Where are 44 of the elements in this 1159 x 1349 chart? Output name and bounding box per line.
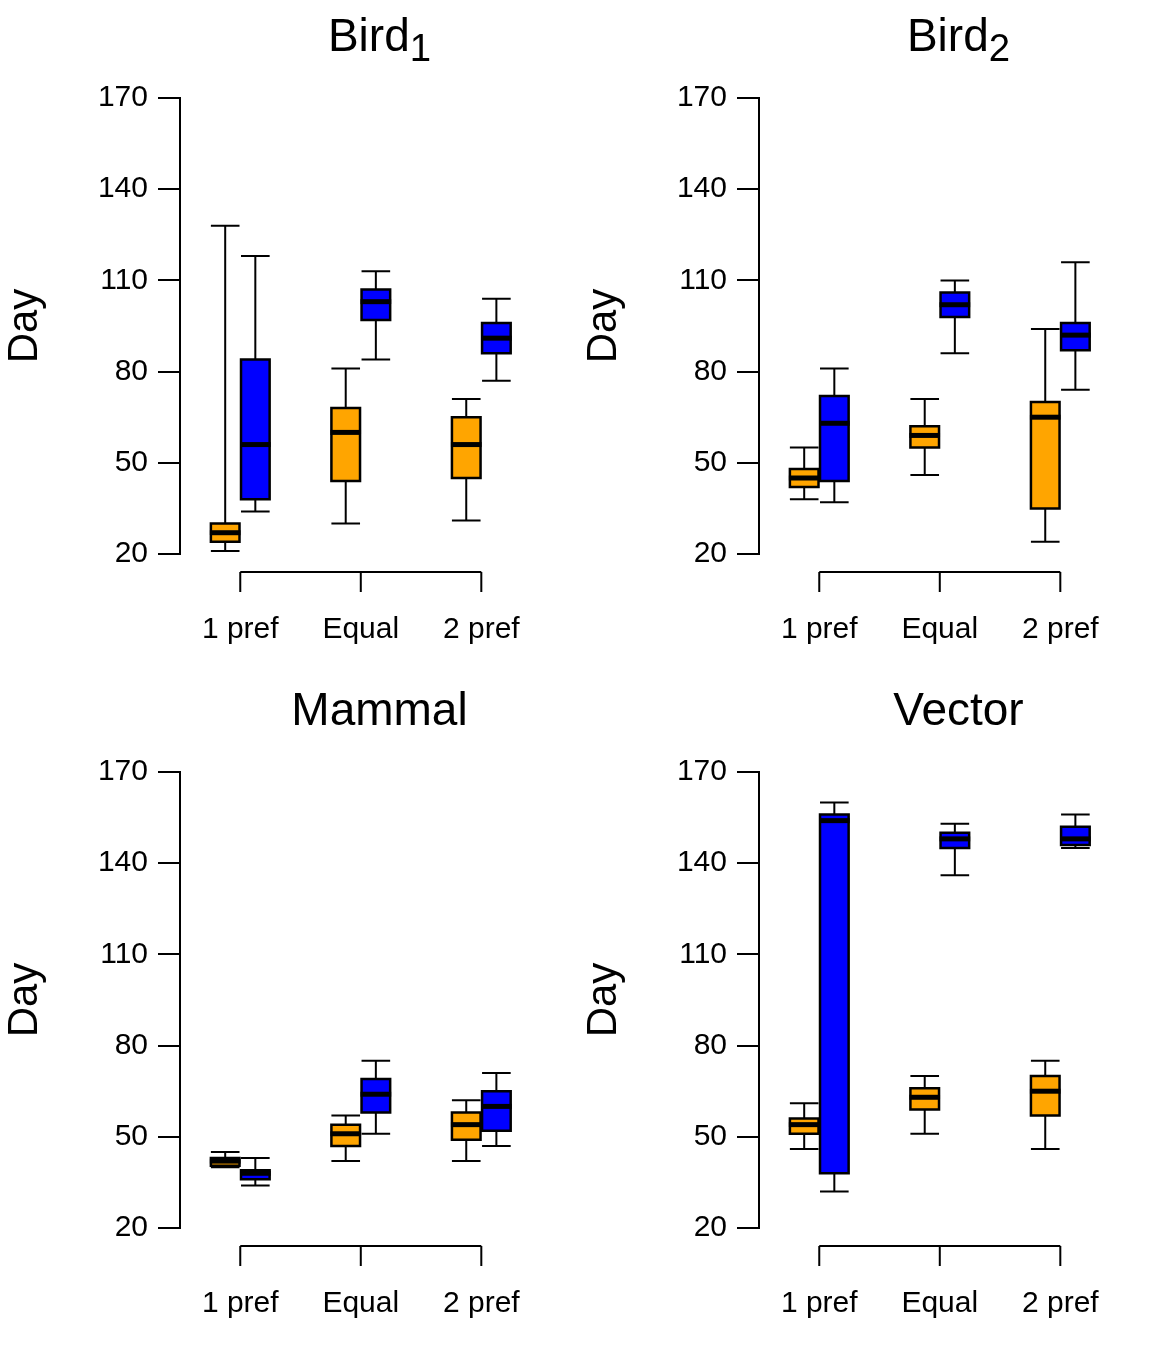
y-tick-label: 170 (676, 753, 727, 787)
y-tick-label: 110 (100, 261, 148, 295)
y-tick-label: 80 (693, 1026, 727, 1060)
x-tick-label: 2 pref (1021, 1285, 1100, 1319)
y-tick-label: 20 (693, 1209, 727, 1243)
y-tick-label: 170 (676, 79, 727, 113)
x-tick-label: 2 pref (442, 1285, 521, 1319)
chart-title: Bird$_{2}$ (905, 8, 1012, 70)
y-tick-label: 140 (676, 170, 727, 204)
chart-title: Bird$_{1}$ (326, 8, 433, 70)
x-tick-label: 1 pref (780, 611, 859, 645)
y-tick-label: 170 (97, 79, 148, 113)
y-tick-label: 20 (693, 535, 727, 569)
y-tick-label: 50 (693, 1118, 727, 1152)
y-tick-label: 110 (100, 935, 148, 969)
x-tick-label: 1 pref (201, 611, 280, 645)
y-tick-label: 50 (114, 444, 148, 478)
y-tick-label: 110 (679, 261, 727, 295)
chart-title: Vector (892, 682, 1025, 737)
y-tick-label: 80 (693, 352, 727, 386)
y-tick-label: 50 (693, 444, 727, 478)
y-axis-title: Day (0, 288, 46, 364)
x-tick-label: 2 pref (1021, 611, 1100, 645)
y-axis-title: Day (0, 962, 46, 1038)
x-tick-label: 2 pref (442, 611, 521, 645)
y-axis-title: Day (577, 962, 625, 1038)
y-tick-label: 110 (679, 935, 727, 969)
chart-title: Mammal (290, 682, 469, 737)
y-tick-label: 80 (114, 352, 148, 386)
x-tick-label: Equal (901, 611, 979, 645)
x-tick-label: 1 pref (201, 1285, 280, 1319)
y-tick-label: 50 (114, 1118, 148, 1152)
y-tick-label: 170 (97, 753, 148, 787)
y-tick-label: 140 (676, 844, 727, 878)
y-tick-label: 140 (97, 170, 148, 204)
x-tick-label: Equal (901, 1285, 979, 1319)
x-tick-label: Equal (322, 1285, 400, 1319)
x-tick-label: Equal (322, 611, 400, 645)
y-tick-label: 140 (97, 844, 148, 878)
y-tick-label: 20 (114, 535, 148, 569)
y-tick-label: 80 (114, 1026, 148, 1060)
y-tick-label: 20 (114, 1209, 148, 1243)
y-axis-title: Day (577, 288, 625, 364)
x-tick-label: 1 pref (780, 1285, 859, 1319)
